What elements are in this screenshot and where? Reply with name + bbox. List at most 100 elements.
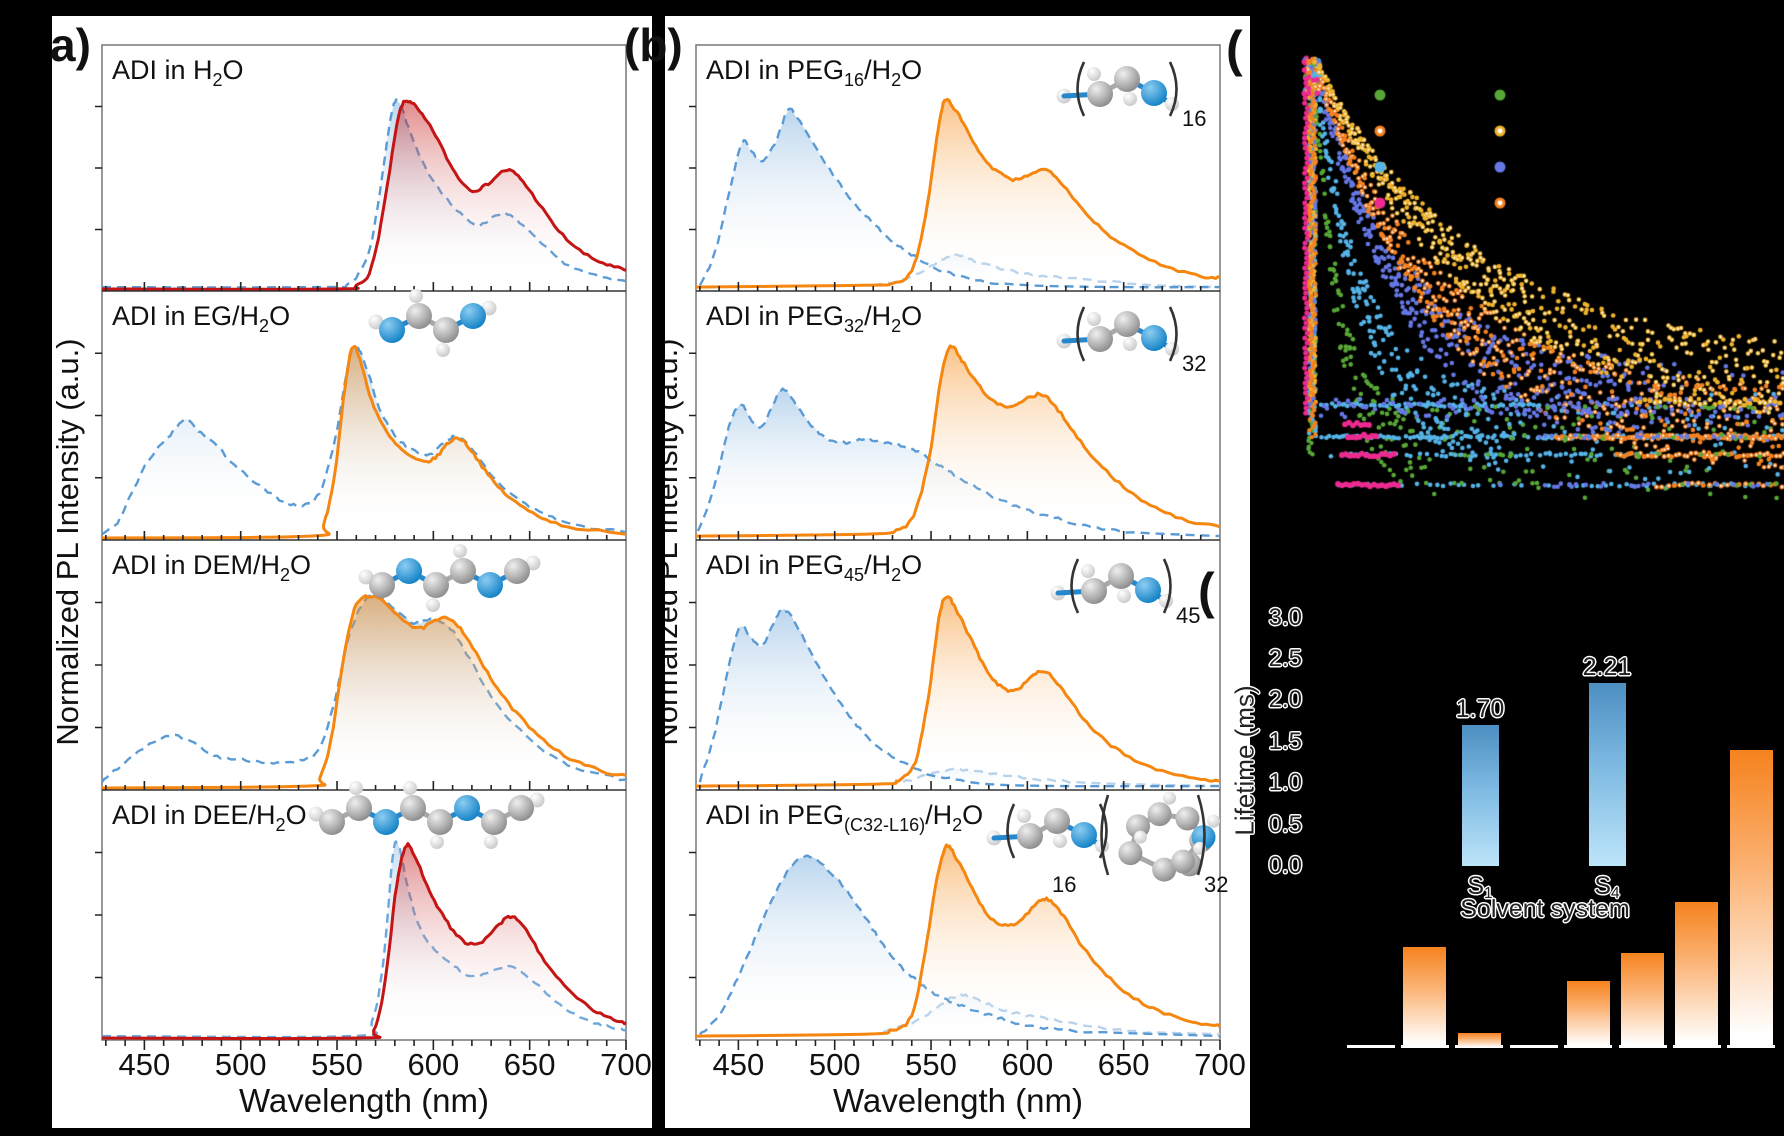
spectrum-fill	[102, 843, 626, 1039]
molecule-atom-H	[430, 835, 444, 849]
repeat-bracket	[1162, 558, 1172, 614]
lifetime-bar	[1589, 683, 1626, 866]
d-ytick-label: 2.0	[1268, 686, 1302, 714]
panel-c-label: (	[1226, 21, 1243, 77]
d-ytick-label: 1.0	[1268, 769, 1302, 797]
molecule-atom-H	[1207, 814, 1221, 828]
molecule-atom-H	[403, 781, 417, 795]
molecule-atom-H	[1081, 564, 1095, 578]
molecule-atom-C	[427, 809, 453, 835]
subplot-title: ADI in H2O	[112, 55, 244, 90]
molecule-atom-C	[319, 809, 345, 835]
molecule-atom-N	[379, 317, 405, 343]
orange-bar	[1621, 953, 1664, 1048]
spectrum-fill	[102, 101, 626, 290]
molecule-atom-H	[1087, 67, 1101, 81]
molecule-atom-H	[1123, 337, 1137, 351]
subplot-title: ADI in PEG(C32-L16)/H2O	[706, 800, 983, 835]
repeat-bracket	[1196, 794, 1206, 876]
repeat-bracket	[1168, 306, 1178, 362]
subplot-title: ADI in PEG32/H2O	[706, 301, 922, 336]
spectrum-curve-solid-red	[101, 842, 627, 1041]
spectrum-curve-solid-red	[102, 99, 627, 291]
molecule-atom-C	[433, 317, 459, 343]
molecule-atom-N	[1071, 822, 1097, 848]
spectrum-curve-solid-orange	[101, 344, 627, 540]
spectrum-fill	[696, 345, 1220, 538]
d-bar-value-label: 1.70	[1455, 695, 1505, 723]
d-x-axis-title: Solvent system	[1460, 895, 1630, 923]
repeat-bracket	[1076, 306, 1086, 362]
molecule-atom-C	[1175, 806, 1200, 831]
panel-a-spectra: ADI in H2O ADI in EG/H2O ADI in DEM/H2O ADI…	[52, 44, 652, 1119]
panel-d-label: (	[1198, 563, 1215, 619]
d-ytick-label: 0.5	[1268, 810, 1302, 838]
spectrum-fill	[699, 108, 1220, 289]
molecule-atom-H	[409, 289, 423, 303]
repeat-count-label: 32	[1182, 351, 1206, 376]
molecule-atom-N	[1141, 325, 1167, 351]
molecule-atom-C	[1087, 326, 1113, 352]
y-axis-title: Normalized PL Intensity (a.u.)	[665, 338, 684, 745]
molecule-atom-C	[369, 572, 395, 598]
x-tick-label: 500	[809, 1047, 861, 1082]
molecule-atom-H	[1123, 92, 1137, 106]
x-tick-label: 550	[905, 1047, 957, 1082]
molecule-atom-C	[450, 558, 476, 584]
x-tick-label: 700	[1194, 1047, 1246, 1082]
molecule-atom-N	[460, 303, 486, 329]
molecule-atom-C	[508, 795, 534, 821]
molecule-atom-H	[1053, 834, 1067, 848]
orange-bar	[1675, 902, 1719, 1048]
spectrum-curve-solid-orange	[695, 595, 1221, 788]
subplot-title: ADI in PEG16/H2O	[706, 55, 922, 90]
molecule-atom-C	[1152, 857, 1177, 882]
molecule-atom-H	[1117, 589, 1131, 603]
orange-bar-baseline	[1346, 1045, 1395, 1048]
d-ytick-label: 2.5	[1268, 645, 1302, 672]
d-y-axis-title: Lifetime (ms)	[1229, 685, 1260, 836]
molecule-atom-N	[477, 572, 503, 598]
x-tick-label: 650	[504, 1047, 556, 1082]
orange-bar-baseline	[1509, 1045, 1558, 1048]
spectrum-fill	[699, 855, 1220, 1038]
d-ytick-label: 1.5	[1268, 727, 1302, 755]
repeat-bracket	[1168, 61, 1178, 117]
x-tick-label: 450	[713, 1047, 765, 1082]
x-tick-label: 500	[215, 1047, 267, 1082]
molecule-atom-H	[436, 343, 450, 357]
orange-bar	[1457, 1033, 1501, 1048]
panel-b-spectra: ADI in PEG16/H2O ADI in PEG32/H2O ADI in P…	[665, 44, 1246, 1119]
molecule-atom-C	[1017, 823, 1043, 849]
x-axis-title: Wavelength (nm)	[239, 1082, 489, 1119]
molecule-atom-N	[373, 809, 399, 835]
panel-b-label: (b)	[624, 19, 683, 71]
pl-decay-scatter	[1250, 40, 1784, 520]
molecule-atom-C	[1114, 311, 1140, 337]
spectrum-curve-solid-orange	[695, 97, 1221, 289]
molecule-atom-H	[426, 598, 440, 612]
molecule-atom-H	[453, 544, 467, 558]
orange-bar	[1566, 981, 1610, 1048]
spectrum-fill	[696, 845, 1220, 1038]
molecule-atom-C	[1147, 802, 1172, 827]
molecule-atom-H	[484, 835, 498, 849]
molecule-atom-C	[504, 558, 530, 584]
molecule-atom-C	[346, 795, 372, 821]
orange-bar	[1403, 947, 1447, 1048]
panel-a-label: a)	[50, 19, 91, 71]
d-bar-value-label: 2.21	[1582, 653, 1632, 681]
subplot-title: ADI in DEM/H2O	[112, 550, 311, 585]
molecule-atom-C	[1044, 808, 1070, 834]
repeat-bracket	[1070, 558, 1080, 614]
molecule-atom-H	[349, 781, 363, 795]
x-axis-title: Wavelength (nm)	[833, 1082, 1083, 1119]
molecule-atom-C	[1087, 81, 1113, 107]
d-category-label: S4	[1594, 872, 1620, 902]
molecule-atom-N	[396, 558, 422, 584]
repeat-bracket	[1076, 61, 1086, 117]
molecule-atom-C	[423, 572, 449, 598]
spectrum-fill	[696, 596, 1220, 788]
y-axis-title: Normalized PL Intensity (a.u.)	[52, 338, 85, 745]
molecule-atom-C	[481, 809, 507, 835]
